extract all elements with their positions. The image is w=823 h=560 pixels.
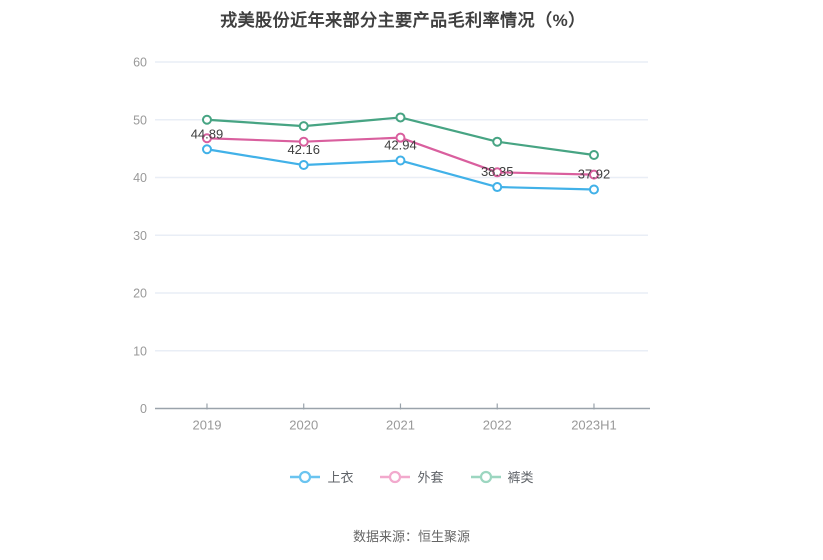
legend-line-marker-icon <box>290 470 321 483</box>
x-axis-tick-label-2022: 2022 <box>483 418 512 433</box>
legend-line-marker-icon <box>380 470 411 483</box>
data-label-上衣-2022: 38.35 <box>481 164 514 179</box>
data-point-上衣-2022[interactable] <box>492 182 503 193</box>
data-point-上衣-2023H1[interactable] <box>588 184 599 195</box>
chart-title: 戎美股份近年来部分主要产品毛利率情况（%） <box>220 11 586 30</box>
legend-line-marker-icon <box>470 470 501 483</box>
legend-item-上衣[interactable]: 上衣 <box>289 467 353 486</box>
x-axis-tick-label-2020: 2020 <box>289 418 318 433</box>
data-point-裤类-2020[interactable] <box>298 121 309 132</box>
y-axis-tick-label-30: 30 <box>133 229 147 243</box>
data-label-上衣-2023H1: 37.92 <box>578 167 611 182</box>
chart-legend: 上衣 外套 裤类 <box>0 467 823 486</box>
data-label-上衣-2020: 42.16 <box>287 142 320 157</box>
data-point-外套-2023H1[interactable] <box>588 169 599 180</box>
series-line-上衣 <box>205 148 596 191</box>
data-point-外套-2019[interactable] <box>201 133 212 144</box>
data-point-上衣-2021[interactable] <box>395 155 406 166</box>
y-axis-tick-label-40: 40 <box>133 171 147 185</box>
y-axis-tick-label-20: 20 <box>133 287 147 301</box>
data-point-裤类-2019[interactable] <box>201 114 212 125</box>
data-point-裤类-2022[interactable] <box>492 136 503 147</box>
data-point-裤类-2021[interactable] <box>395 112 406 123</box>
y-axis-tick-label-10: 10 <box>133 344 147 358</box>
legend-item-裤类[interactable]: 裤类 <box>470 467 534 486</box>
data-point-裤类-2023H1[interactable] <box>588 149 599 160</box>
x-axis-tick-label-2019: 2019 <box>193 418 222 433</box>
data-point-上衣-2019[interactable] <box>201 144 212 155</box>
data-point-外套-2022[interactable] <box>492 167 503 178</box>
legend-label: 裤类 <box>507 470 534 485</box>
data-point-外套-2021[interactable] <box>395 132 406 143</box>
data-label-上衣-2019: 44.89 <box>191 126 224 141</box>
data-point-外套-2020[interactable] <box>298 136 309 147</box>
y-axis-tick-label-60: 60 <box>133 56 147 70</box>
legend-label: 上衣 <box>327 470 354 485</box>
data-point-上衣-2020[interactable] <box>298 160 309 171</box>
y-axis-tick-label-50: 50 <box>133 113 147 127</box>
x-axis-tick-label-2023H1: 2023H1 <box>571 418 617 433</box>
legend-label: 外套 <box>417 470 444 485</box>
x-axis-tick-label-2021: 2021 <box>386 418 415 433</box>
legend-item-外套[interactable]: 外套 <box>379 467 444 486</box>
data-source-caption: 数据来源：恒生聚源 <box>352 529 470 544</box>
data-label-上衣-2021: 42.94 <box>384 138 417 153</box>
line-chart: 0 10 20 30 40 50 60 2019 2020 2021 2022 2023H1 44.89… <box>133 56 650 433</box>
y-axis-tick-label-0: 0 <box>140 402 147 416</box>
